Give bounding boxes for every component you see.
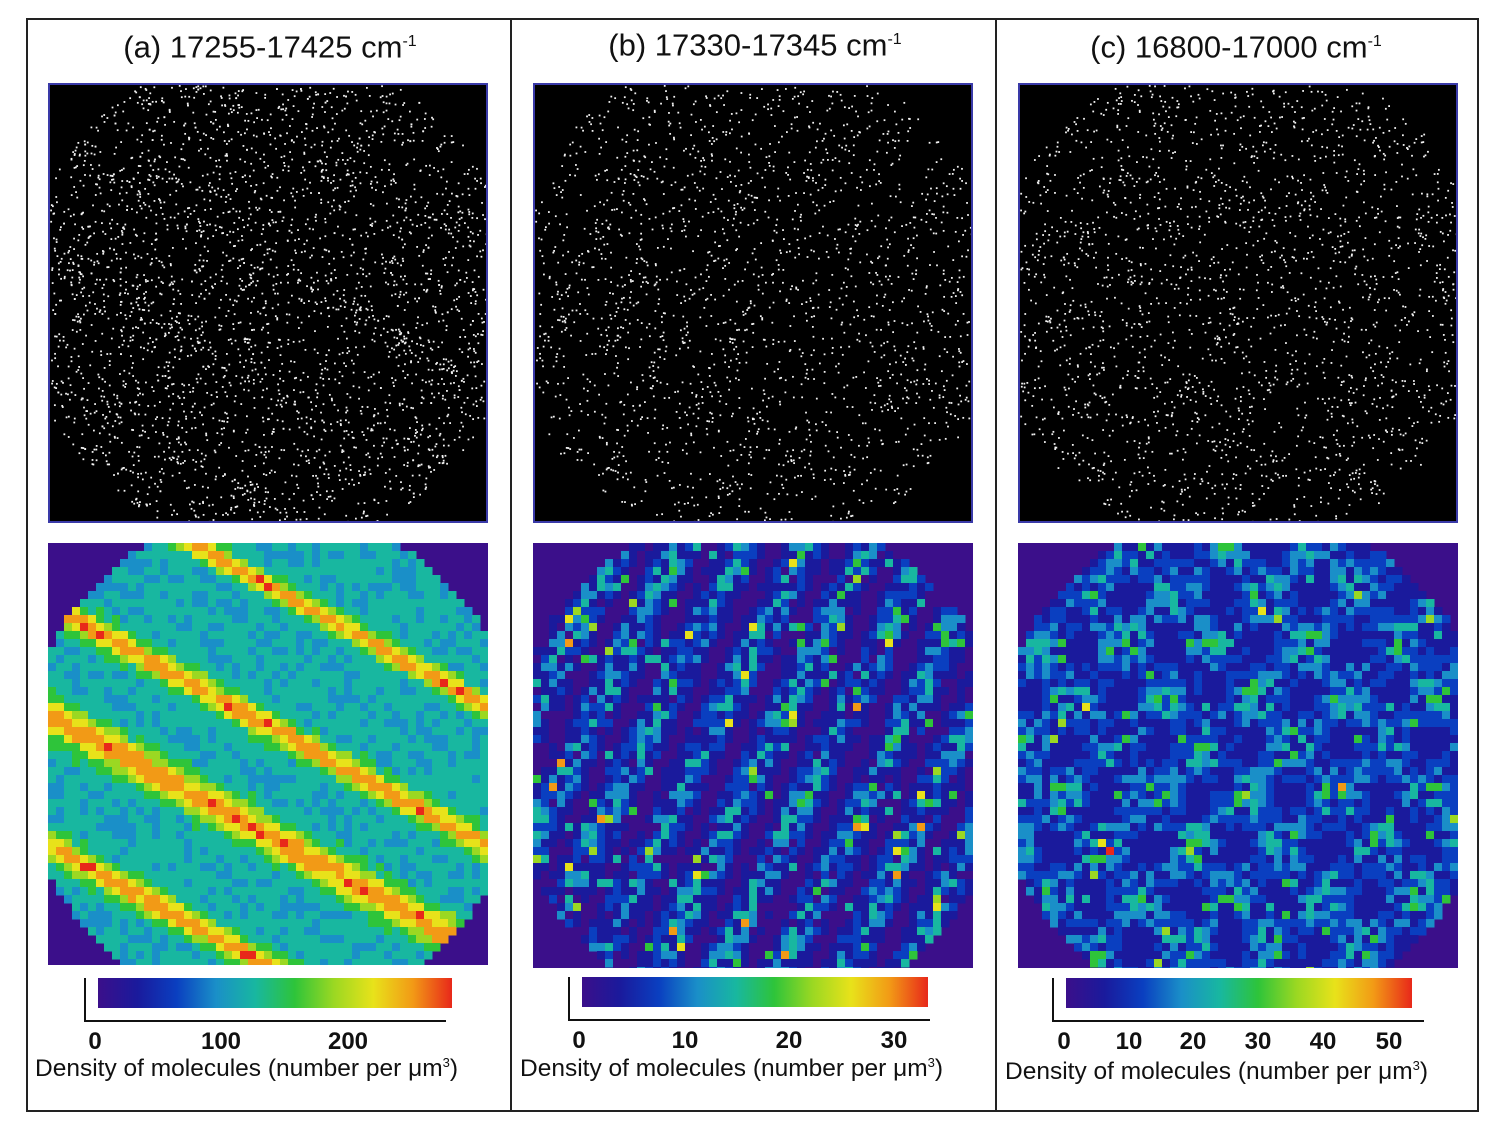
panel-b-colorbar-gradient [582, 977, 928, 1007]
panel-c-tick-0: 0 [1057, 1028, 1071, 1055]
panel-a-colorbar-gradient [98, 978, 452, 1008]
panel-c-density-map [1018, 543, 1458, 968]
panel-b-scatter-image [533, 83, 973, 523]
panel-b-tick-0: 0 [572, 1027, 586, 1054]
panel-c-tick-30: 30 [1244, 1028, 1272, 1055]
panel-a-tick-0: 0 [88, 1028, 102, 1055]
panel-c-tick-20: 20 [1179, 1028, 1207, 1055]
panel-b-density-map [533, 543, 973, 968]
panel-b-tick-30: 30 [880, 1027, 908, 1054]
panel-a-colorbar-caption: Density of molecules (number per μm3) [35, 1055, 459, 1083]
panel-c-tick-50: 50 [1375, 1028, 1403, 1055]
panel-b-tick-10: 10 [671, 1027, 699, 1054]
panel-c-title: (c) 16800-17000 cm-1 [1090, 29, 1382, 65]
panel-b-title: (b) 17330-17345 cm-1 [608, 27, 902, 63]
panel-a-title: (a) 17255-17425 cm-1 [123, 29, 417, 65]
panel-a-density-map [48, 543, 488, 965]
panel-c-tick-40: 40 [1309, 1028, 1337, 1055]
panel-c-scatter-image [1018, 83, 1458, 523]
panel-a-scatter-image [48, 83, 488, 523]
panel-b-tick-20: 20 [775, 1027, 803, 1054]
panel-c-tick-10: 10 [1115, 1028, 1143, 1055]
panel-c-colorbar-caption: Density of molecules (number per μm3) [1005, 1058, 1429, 1086]
figure-frame [26, 18, 1479, 1112]
panel-b-colorbar-caption: Density of molecules (number per μm3) [520, 1055, 944, 1083]
panel-a-tick-100: 100 [200, 1028, 242, 1055]
panel-a-tick-200: 200 [327, 1028, 369, 1055]
panel-divider-1 [510, 18, 512, 1112]
panel-divider-2 [995, 18, 997, 1112]
panel-c-colorbar-gradient [1066, 978, 1412, 1008]
